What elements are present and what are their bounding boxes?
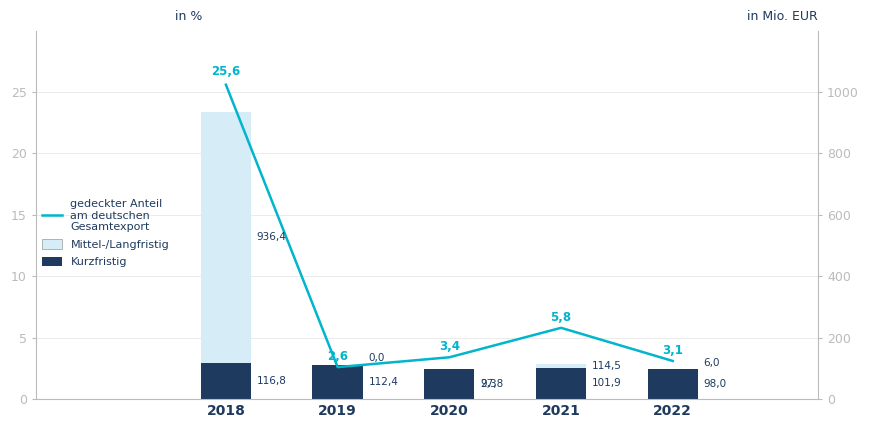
Bar [424, 369, 474, 399]
Text: 101,9: 101,9 [591, 378, 620, 388]
Bar [647, 369, 697, 399]
Text: 25,6: 25,6 [211, 65, 240, 78]
Bar [535, 364, 586, 368]
Legend: gedeckter Anteil
am deutschen
Gesamtexport, Mittel-/Langfristig, Kurzfristig: gedeckter Anteil am deutschen Gesamtexpo… [42, 199, 169, 267]
Text: 936,4: 936,4 [256, 233, 286, 242]
Text: 114,5: 114,5 [591, 361, 621, 371]
Text: 116,8: 116,8 [256, 376, 286, 386]
Bar [535, 368, 586, 399]
Text: 5,8: 5,8 [550, 311, 571, 323]
Text: 97,8: 97,8 [480, 379, 503, 389]
Bar [312, 365, 362, 399]
Text: in Mio. EUR: in Mio. EUR [746, 10, 817, 23]
Text: 0,0: 0,0 [368, 353, 384, 363]
Bar [201, 363, 251, 399]
Bar [201, 112, 251, 363]
Text: 3,1: 3,1 [661, 344, 682, 356]
Text: 112,4: 112,4 [368, 377, 398, 387]
Text: 2,3: 2,3 [480, 379, 496, 389]
Text: 98,0: 98,0 [703, 379, 726, 389]
Text: 2,6: 2,6 [327, 350, 348, 363]
Text: in %: in % [175, 10, 202, 23]
Text: 6,0: 6,0 [703, 358, 720, 368]
Text: 3,4: 3,4 [438, 340, 460, 353]
